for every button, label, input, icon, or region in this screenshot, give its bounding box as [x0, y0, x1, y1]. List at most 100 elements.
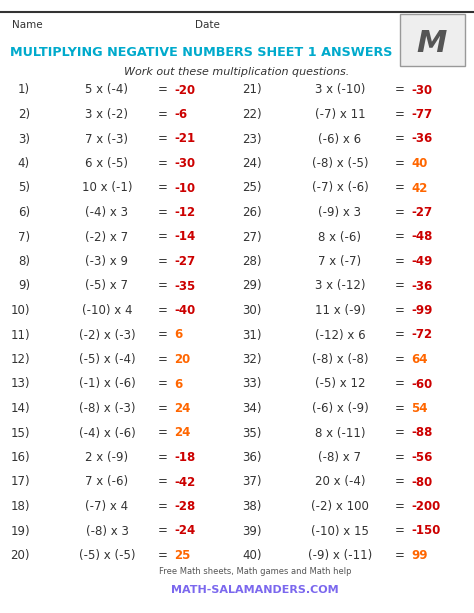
Text: =: = [158, 304, 168, 317]
Text: -36: -36 [411, 132, 432, 145]
Text: (-5) x 12: (-5) x 12 [315, 378, 365, 390]
Text: =: = [395, 549, 405, 562]
Text: =: = [395, 353, 405, 366]
Text: (-9) x 3: (-9) x 3 [319, 206, 362, 219]
Text: =: = [395, 427, 405, 440]
Text: =: = [395, 230, 405, 243]
Text: 24: 24 [174, 402, 191, 415]
Text: 35): 35) [243, 427, 262, 440]
Text: 13): 13) [10, 378, 30, 390]
Text: -35: -35 [174, 280, 195, 292]
Text: 40: 40 [411, 157, 428, 170]
Text: (-2) x 7: (-2) x 7 [85, 230, 128, 243]
Text: 4): 4) [18, 157, 30, 170]
Text: 6: 6 [174, 378, 182, 390]
Text: 29): 29) [242, 280, 262, 292]
Text: -60: -60 [411, 378, 432, 390]
Text: Name: Name [12, 20, 43, 30]
Text: Free Math sheets, Math games and Math help: Free Math sheets, Math games and Math he… [159, 568, 351, 576]
Text: (-5) x 7: (-5) x 7 [85, 280, 128, 292]
Text: 33): 33) [243, 378, 262, 390]
Text: (-2) x 100: (-2) x 100 [311, 500, 369, 513]
Text: -36: -36 [411, 280, 432, 292]
Text: 34): 34) [243, 402, 262, 415]
Text: 2 x (-9): 2 x (-9) [85, 451, 128, 464]
Text: -80: -80 [411, 476, 432, 489]
Text: 8): 8) [18, 255, 30, 268]
Text: 22): 22) [242, 108, 262, 121]
Text: 11 x (-9): 11 x (-9) [315, 304, 365, 317]
Text: 6 x (-5): 6 x (-5) [85, 157, 128, 170]
Text: =: = [158, 157, 168, 170]
Text: Work out these multiplication questions.: Work out these multiplication questions. [124, 67, 350, 77]
Text: (-4) x (-6): (-4) x (-6) [79, 427, 136, 440]
Text: -21: -21 [174, 132, 195, 145]
Text: 25: 25 [174, 549, 191, 562]
Text: 6): 6) [18, 206, 30, 219]
Text: -40: -40 [174, 304, 195, 317]
Text: 36): 36) [243, 451, 262, 464]
Text: =: = [158, 451, 168, 464]
Text: 24): 24) [242, 157, 262, 170]
Text: 42: 42 [411, 181, 428, 194]
Text: -6: -6 [174, 108, 187, 121]
Text: =: = [395, 108, 405, 121]
Text: -99: -99 [411, 304, 432, 317]
Text: (-5) x (-4): (-5) x (-4) [79, 353, 135, 366]
Text: 10): 10) [10, 304, 30, 317]
Text: 19): 19) [10, 525, 30, 538]
Text: 26): 26) [242, 206, 262, 219]
Text: 7 x (-7): 7 x (-7) [319, 255, 362, 268]
Text: 8 x (-11): 8 x (-11) [315, 427, 365, 440]
Text: =: = [395, 157, 405, 170]
Text: 10 x (-1): 10 x (-1) [82, 181, 132, 194]
Text: MULTIPLYING NEGATIVE NUMBERS SHEET 1 ANSWERS: MULTIPLYING NEGATIVE NUMBERS SHEET 1 ANS… [10, 45, 392, 58]
Text: -88: -88 [411, 427, 432, 440]
Text: -49: -49 [411, 255, 432, 268]
Text: =: = [158, 255, 168, 268]
Text: -72: -72 [411, 329, 432, 341]
Text: 20 x (-4): 20 x (-4) [315, 476, 365, 489]
Text: (-4) x 3: (-4) x 3 [85, 206, 128, 219]
Text: Date: Date [195, 20, 220, 30]
Text: (-10) x 4: (-10) x 4 [82, 304, 132, 317]
Text: =: = [158, 230, 168, 243]
Text: =: = [395, 206, 405, 219]
Text: -30: -30 [411, 83, 432, 96]
Text: =: = [395, 132, 405, 145]
Text: =: = [158, 329, 168, 341]
Text: (-12) x 6: (-12) x 6 [315, 329, 365, 341]
Text: =: = [158, 108, 168, 121]
Text: (-3) x 9: (-3) x 9 [85, 255, 128, 268]
Text: -150: -150 [411, 525, 440, 538]
Text: =: = [395, 83, 405, 96]
Text: -27: -27 [174, 255, 195, 268]
Text: MATH-SALAMANDERS.COM: MATH-SALAMANDERS.COM [171, 585, 339, 595]
Text: 39): 39) [243, 525, 262, 538]
Text: =: = [158, 378, 168, 390]
Text: -30: -30 [174, 157, 195, 170]
Text: =: = [158, 181, 168, 194]
Text: -200: -200 [411, 500, 440, 513]
Text: 7 x (-6): 7 x (-6) [85, 476, 128, 489]
Text: 30): 30) [243, 304, 262, 317]
Text: (-7) x 11: (-7) x 11 [315, 108, 365, 121]
Text: (-7) x (-6): (-7) x (-6) [311, 181, 368, 194]
Text: =: = [158, 402, 168, 415]
Text: =: = [158, 500, 168, 513]
Text: (-8) x (-3): (-8) x (-3) [79, 402, 135, 415]
Text: =: = [158, 280, 168, 292]
Text: =: = [395, 181, 405, 194]
Text: (-9) x (-11): (-9) x (-11) [308, 549, 372, 562]
Text: =: = [158, 427, 168, 440]
Text: =: = [395, 280, 405, 292]
Text: -27: -27 [411, 206, 432, 219]
Text: 5 x (-4): 5 x (-4) [85, 83, 128, 96]
Text: 54: 54 [411, 402, 428, 415]
Text: (-6) x 6: (-6) x 6 [319, 132, 362, 145]
Text: =: = [395, 255, 405, 268]
Text: 25): 25) [243, 181, 262, 194]
Text: -14: -14 [174, 230, 195, 243]
Text: 7 x (-3): 7 x (-3) [85, 132, 128, 145]
Text: -18: -18 [174, 451, 195, 464]
